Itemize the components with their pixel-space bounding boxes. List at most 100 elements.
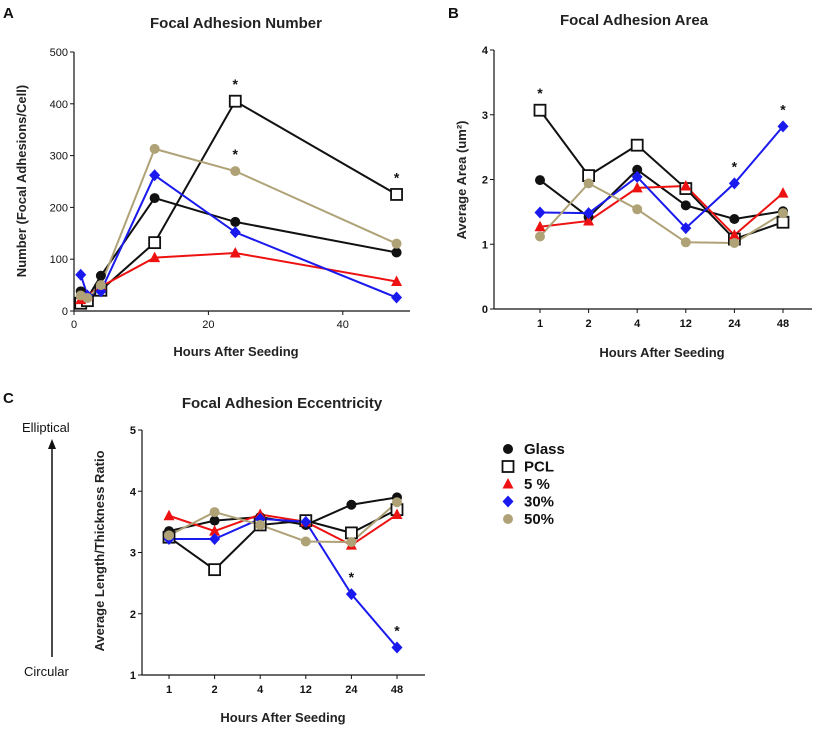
data-point-glass (149, 193, 160, 204)
data-point-pcl (228, 94, 242, 108)
data-point-50 (149, 143, 160, 154)
x-tick-label: 12 (300, 684, 312, 696)
data-point-pcl (533, 103, 547, 117)
x-axis-label-a: Hours After Seeding (173, 344, 298, 359)
data-point-50 (680, 237, 691, 248)
data-point-glass (391, 247, 402, 258)
data-point-50 (230, 166, 241, 177)
data-point-30 (583, 207, 595, 220)
data-point-50 (778, 208, 788, 219)
data-point-30 (777, 120, 789, 133)
series-line-5 (539, 184, 784, 237)
data-point-50 (392, 497, 402, 508)
y-axis-label-c: Average Length/Thickness Ratio (92, 450, 107, 651)
y-tick-label: 0 (62, 306, 68, 318)
x-tick-label: 4 (634, 318, 641, 330)
x-axis-label-b: Hours After Seeding (599, 345, 724, 360)
legend-label-pcl: PCL (524, 459, 554, 476)
data-point-50 (583, 178, 594, 189)
x-tick-label: 12 (680, 318, 692, 330)
data-point-5 (680, 179, 692, 191)
data-point-50 (346, 537, 357, 548)
data-point-50 (391, 238, 402, 249)
panel-a: 0 100 200 300 400 500 0 20 40 * * * (50, 47, 410, 331)
y-tick-label: 1 (482, 239, 488, 251)
significance-asterisk: * (537, 85, 543, 101)
significance-asterisk: * (394, 622, 400, 638)
series-line-5 (168, 513, 398, 547)
series-line-glass (80, 196, 397, 300)
data-point-pcl (148, 236, 162, 250)
data-point-50 (632, 204, 643, 215)
series-line-pcl (539, 109, 784, 241)
x-tick-label: 40 (337, 319, 349, 331)
data-point-glass (680, 200, 691, 211)
y-tick-label: 4 (482, 45, 489, 57)
data-point-5 (391, 508, 403, 520)
data-point-30 (728, 177, 740, 190)
x-tick-label: 4 (257, 684, 264, 696)
y-axis-label-b: Average Area (um²) (454, 121, 469, 240)
y-tick-label: 4 (130, 486, 137, 498)
x-axis-label-c: Hours After Seeding (220, 710, 345, 725)
significance-asterisk: * (780, 101, 786, 117)
data-point-glass (209, 515, 220, 526)
chart-title-c: Focal Adhesion Eccentricity (182, 395, 383, 412)
y-tick-label: 400 (50, 99, 68, 111)
y-tick-label: 2 (482, 175, 488, 187)
y-tick-label: 300 (50, 151, 68, 163)
data-point-5 (777, 187, 789, 198)
panel-label-a: A (3, 5, 14, 22)
data-point-5 (631, 181, 643, 193)
legend-label-5: 5 % (524, 476, 550, 493)
data-point-5 (163, 509, 175, 521)
y-tick-label: 0 (482, 304, 488, 316)
x-tick-label: 2 (586, 318, 592, 330)
data-point-50 (300, 536, 311, 547)
significance-asterisk: * (394, 169, 400, 185)
data-point-50 (729, 237, 740, 248)
x-tick-label: 20 (202, 319, 214, 331)
series-line-50 (168, 501, 398, 544)
data-point-50 (535, 231, 545, 242)
y-tick-label: 100 (50, 254, 68, 266)
y-axis-label-a: Number (Focal Adhesions/Cell) (14, 85, 29, 277)
data-point-30 (209, 533, 221, 546)
data-point-50 (209, 507, 220, 518)
significance-asterisk: * (349, 569, 355, 585)
data-point-5 (209, 525, 221, 536)
legend-marker-5 (502, 478, 514, 489)
chart-title-a: Focal Adhesion Number (150, 15, 322, 32)
data-point-pcl (344, 526, 358, 540)
y-tick-label: 2 (130, 609, 136, 621)
data-point-30 (631, 170, 643, 183)
data-point-glass (729, 213, 740, 224)
data-point-30 (300, 515, 312, 528)
series-line-30 (539, 125, 784, 230)
eccentricity-arrow-head (48, 439, 56, 449)
data-point-30 (680, 222, 692, 235)
data-point-pcl (630, 138, 644, 152)
y-tick-label: 3 (130, 548, 136, 560)
legend-marker-glass (503, 444, 513, 454)
data-point-5 (391, 275, 403, 286)
x-tick-label: 24 (345, 684, 358, 696)
data-point-pcl (776, 215, 790, 229)
data-point-30 (391, 641, 403, 654)
data-point-glass (95, 270, 106, 281)
data-point-glass (346, 499, 357, 510)
series-line-50 (539, 182, 784, 244)
legend-label-30: 30% (524, 494, 554, 511)
data-point-pcl (390, 188, 403, 201)
y-tick-label: 5 (130, 425, 136, 437)
data-point-glass (535, 175, 545, 186)
chart-title-b: Focal Adhesion Area (560, 12, 709, 29)
data-point-5 (534, 220, 546, 232)
legend-marker-50 (503, 514, 513, 524)
data-point-glass (632, 164, 643, 175)
data-point-50 (255, 519, 266, 530)
data-point-30 (345, 588, 357, 601)
